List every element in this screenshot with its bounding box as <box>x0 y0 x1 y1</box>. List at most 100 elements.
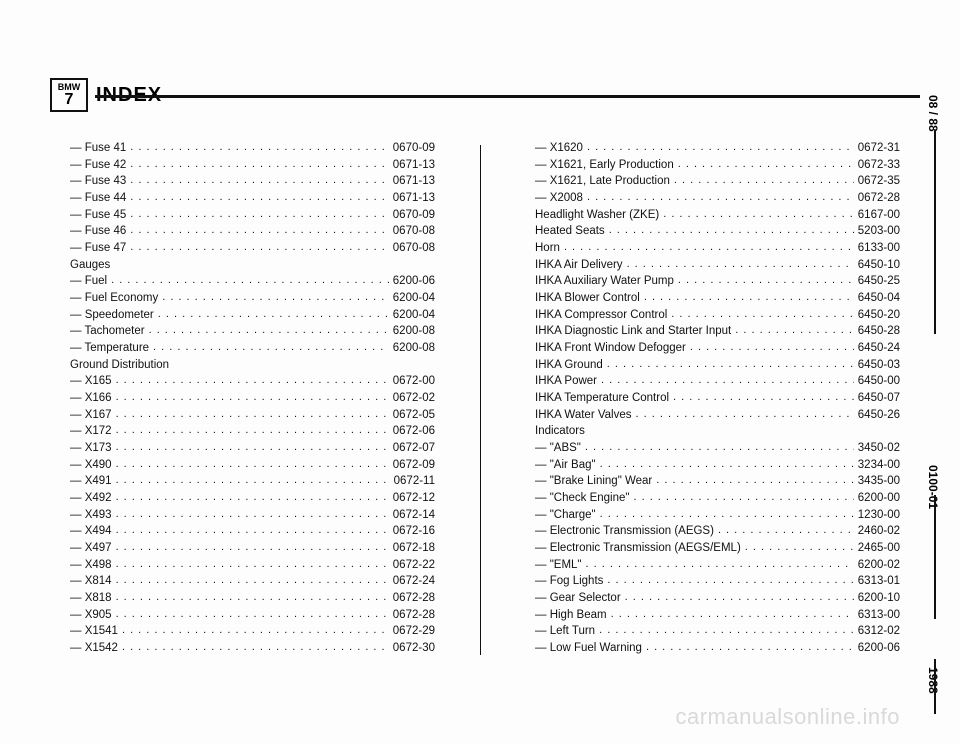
entry-page-number: 6200-04 <box>393 290 435 307</box>
entry-label: Horn <box>535 240 560 257</box>
leader-dots <box>587 190 854 207</box>
leader-dots <box>116 390 389 407</box>
entry-page-number: 0672-28 <box>393 590 435 607</box>
leader-dots <box>153 340 389 357</box>
index-entry: IHKA Diagnostic Link and Starter Input64… <box>535 323 900 340</box>
index-entry: IHKA Temperature Control 6450-07 <box>535 390 900 407</box>
leader-dots <box>130 207 389 224</box>
entry-page-number: 0672-35 <box>858 173 900 190</box>
entry-label: — High Beam <box>535 607 607 624</box>
entry-page-number: 6450-07 <box>858 390 900 407</box>
leader-dots <box>585 440 854 457</box>
entry-label: — "Check Engine" <box>535 490 629 507</box>
leader-dots <box>663 207 854 224</box>
leader-dots <box>644 290 854 307</box>
entry-label: — Fog Lights <box>535 573 603 590</box>
entry-label: — Fuel <box>70 273 107 290</box>
leader-dots <box>678 157 854 174</box>
index-entry: — X4910672-11 <box>70 473 435 490</box>
index-entry: — Fuel Economy6200-04 <box>70 290 435 307</box>
index-entry: — Fuse 410670-09 <box>70 140 435 157</box>
leader-dots <box>130 173 389 190</box>
index-entry: — Speedometer6200-04 <box>70 307 435 324</box>
entry-page-number: 0670-08 <box>393 223 435 240</box>
leader-dots <box>116 423 389 440</box>
side-label-mid: 0100-01 <box>926 465 940 509</box>
leader-dots <box>162 290 389 307</box>
entry-page-number: 0671-13 <box>393 190 435 207</box>
entry-page-number: 6167-00 <box>858 207 900 224</box>
leader-dots <box>116 490 389 507</box>
index-entry: IHKA Water Valves6450-26 <box>535 407 900 424</box>
entry-page-number: 0670-08 <box>393 240 435 257</box>
entry-page-number: 6450-24 <box>858 340 900 357</box>
index-entry: — X8180672-28 <box>70 590 435 607</box>
leader-dots <box>116 440 389 457</box>
left-column: — Fuse 410670-09— Fuse 420671-13— Fuse 4… <box>70 140 435 657</box>
index-entry: — "ABS"3450-02 <box>535 440 900 457</box>
entry-label: Headlight Washer (ZKE) <box>535 207 659 224</box>
index-entry: — X16200672-31 <box>535 140 900 157</box>
index-entry: — "Brake Lining" Wear3435-00 <box>535 473 900 490</box>
leader-dots <box>116 557 389 574</box>
index-entry: — X905 0672-28 <box>70 607 435 624</box>
entry-label: — X905 <box>70 607 112 624</box>
entry-page-number: 6200-06 <box>858 640 900 657</box>
section-heading: Gauges <box>70 257 435 274</box>
entry-label: — X493 <box>70 507 112 524</box>
entry-label: — Fuse 45 <box>70 207 126 224</box>
entry-page-number: 3234-00 <box>858 457 900 474</box>
entry-label: — X490 <box>70 457 112 474</box>
entry-label: IHKA Auxiliary Water Pump <box>535 273 674 290</box>
index-entry: — X20080672-28 <box>535 190 900 207</box>
entry-page-number: 6450-10 <box>858 257 900 274</box>
index-entry: IHKA Auxiliary Water Pump6450-25 <box>535 273 900 290</box>
entry-page-number: 0672-07 <box>393 440 435 457</box>
index-entry: — Fuse 460670-08 <box>70 223 435 240</box>
entry-label: — Speedometer <box>70 307 154 324</box>
leader-dots <box>130 157 389 174</box>
leader-dots <box>116 457 389 474</box>
leader-dots <box>599 623 854 640</box>
logo-series: 7 <box>65 92 74 108</box>
leader-dots <box>678 273 854 290</box>
entry-page-number: 0672-28 <box>393 607 435 624</box>
leader-dots <box>600 457 854 474</box>
index-entry: — "Check Engine" 6200-00 <box>535 490 900 507</box>
index-entry: — X4900672-09 <box>70 457 435 474</box>
entry-label: Heated Seats <box>535 223 605 240</box>
entry-page-number: 0672-30 <box>393 640 435 657</box>
leader-dots <box>158 307 389 324</box>
page: BMW 7 INDEX — Fuse 410670-09— Fuse 42067… <box>0 0 960 744</box>
entry-label: IHKA Ground <box>535 357 603 374</box>
entry-label: — X492 <box>70 490 112 507</box>
entry-page-number: 6313-01 <box>858 573 900 590</box>
entry-label: — "EML" <box>535 557 582 574</box>
entry-label: — Left Turn <box>535 623 595 640</box>
leader-dots <box>149 323 389 340</box>
index-entry: — X4970672-18 <box>70 540 435 557</box>
entry-label: — X166 <box>70 390 112 407</box>
leader-dots <box>633 490 853 507</box>
entry-page-number: 0672-18 <box>393 540 435 557</box>
entry-page-number: 0672-14 <box>393 507 435 524</box>
entry-label: — Fuse 43 <box>70 173 126 190</box>
index-entry: — X492 0672-12 <box>70 490 435 507</box>
index-entry: IHKA Front Window Defogger6450-24 <box>535 340 900 357</box>
entry-label: — Gear Selector <box>535 590 621 607</box>
entry-label: — X491 <box>70 473 112 490</box>
entry-page-number: 0672-12 <box>393 490 435 507</box>
entry-label: IHKA Temperature Control <box>535 390 669 407</box>
index-entry: — X1730672-07 <box>70 440 435 457</box>
entry-label: — Fuse 47 <box>70 240 126 257</box>
leader-dots <box>673 390 854 407</box>
entry-label: IHKA Air Delivery <box>535 257 623 274</box>
entry-label: — X165 <box>70 373 112 390</box>
entry-page-number: 6200-00 <box>858 490 900 507</box>
leader-dots <box>600 507 854 524</box>
entry-label: — X1541 <box>70 623 118 640</box>
entry-page-number: 0672-28 <box>858 190 900 207</box>
leader-dots <box>130 140 389 157</box>
leader-dots <box>111 273 389 290</box>
entry-label: — X172 <box>70 423 112 440</box>
